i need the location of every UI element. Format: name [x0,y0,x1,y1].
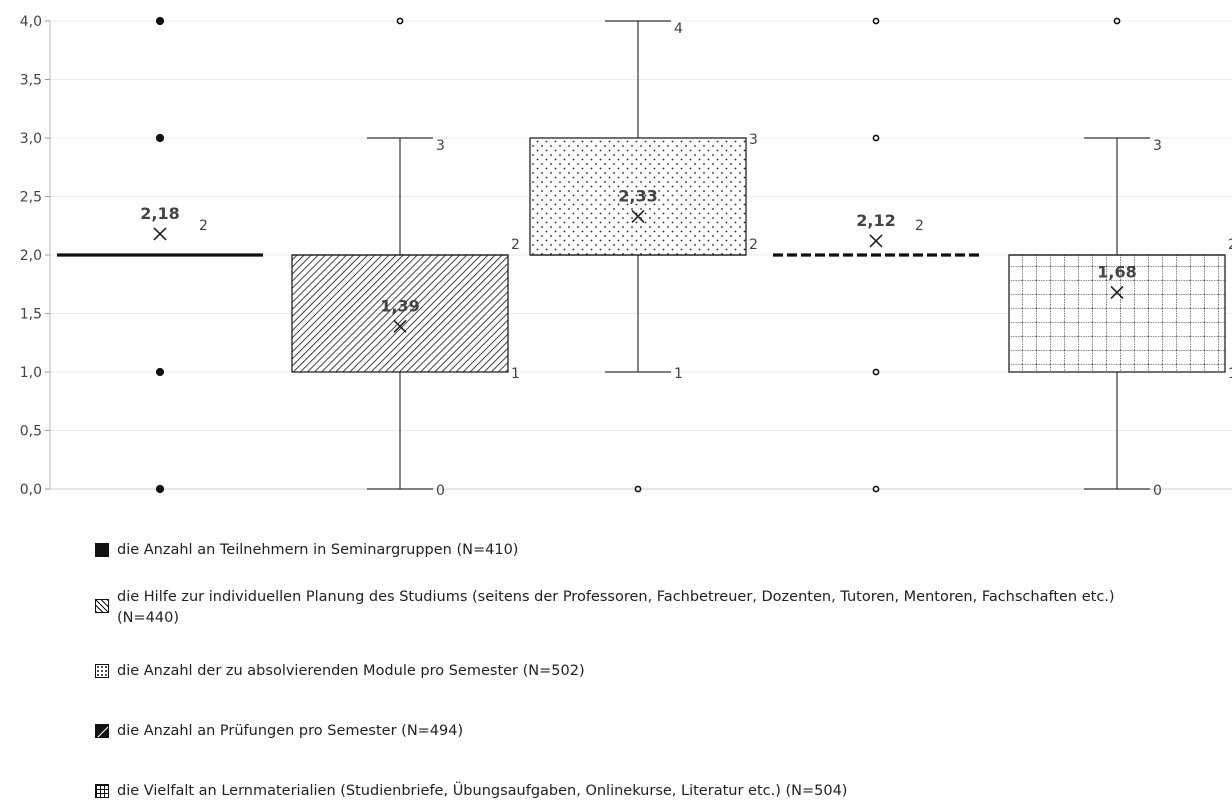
outlier-point [155,16,165,26]
box-iqr [529,137,747,256]
y-tick-label: 4,0 [20,14,42,30]
box-value-label: 2 [915,218,924,234]
box-value-label: 3 [749,132,758,148]
legend-swatch-solid [95,543,109,557]
y-axis: 0,0 0,5 1,0 1,5 2,0 2,5 3,0 3,5 4,0 [20,14,51,498]
box-value-label: 2 [511,237,520,253]
legend-label: die Anzahl an Teilnehmern in Seminargrup… [117,542,519,558]
mean-marker [393,319,407,333]
box-value-label: 2 [1228,237,1232,253]
mean-marker [869,234,883,248]
mean-label: 1,39 [380,296,419,315]
legend-swatch-grid [95,784,109,798]
outlier-point [872,17,880,25]
outlier-point [872,485,880,493]
outlier-point [872,368,880,376]
box-iqr [291,254,509,373]
mean-marker [1110,285,1124,300]
box-series-1: 22,18 [57,16,263,494]
box-series-2: 3 2 1 0 1,39 [291,17,520,499]
box-value-label: 1 [674,366,683,382]
legend-swatch-hatch [95,599,109,613]
box-value-label: 2 [199,218,208,234]
y-tick-label: 2,5 [20,190,42,206]
mean-label: 2,33 [618,186,657,205]
y-tick-label: 3,5 [20,73,42,89]
box-value-label: 0 [1153,483,1162,499]
mean-marker [631,209,645,223]
outlier-point [634,485,642,493]
legend-item-3: die Anzahl der zu absolvierenden Module … [95,661,585,682]
y-tick-label: 0,5 [20,424,42,440]
box-iqr [1008,254,1226,373]
box-value-label: 1 [511,366,520,382]
mean-label: 2,18 [140,204,179,223]
outlier-point [1113,17,1121,25]
box-series-3: 4 3 2 1 2,33 [529,20,758,493]
legend-item-4: die Anzahl an Prüfungen pro Semester (N=… [95,721,463,742]
legend-swatch-dashed [95,724,109,738]
outlier-point [396,17,404,25]
box-value-label: 0 [436,483,445,499]
legend-item-2: die Hilfe zur individuellen Planung des … [95,587,1177,629]
box-value-label: 1 [1228,366,1232,382]
legend-label: die Anzahl der zu absolvierenden Module … [117,663,585,679]
y-tick-label: 1,5 [20,307,42,323]
legend-swatch-dots [95,664,109,678]
box-value-label: 4 [674,21,683,37]
y-tick-label: 3,0 [20,131,42,147]
mean-label: 2,12 [856,211,895,230]
outlier-point [155,484,165,494]
legend-label: die Vielfalt an Lernmaterialien (Studien… [117,783,848,799]
legend-item-1: die Anzahl an Teilnehmern in Seminargrup… [95,540,518,561]
legend-label: die Anzahl an Prüfungen pro Semester (N=… [117,723,464,739]
box-series-5: 3 2 1 0 1,68 [1008,17,1232,499]
mean-marker [153,227,167,241]
y-tick-label: 2,0 [20,248,42,264]
y-tick-label: 0,0 [20,482,42,498]
outlier-point [872,134,880,142]
box-value-label: 3 [436,138,445,154]
box-value-label: 2 [749,237,758,253]
legend-label: die Hilfe zur individuellen Planung des … [117,589,1115,626]
outlier-point [155,367,165,377]
legend-item-5: die Vielfalt an Lernmaterialien (Studien… [95,781,847,802]
boxplot-chart: 0,00,51,01,52,02,53,03,54,0 22,1832101,3… [20,14,1232,499]
outlier-point [155,133,165,143]
box-series-4: 22,12 [773,17,979,493]
y-tick-label: 1,0 [20,365,42,381]
mean-label: 1,68 [1097,262,1136,281]
box-value-label: 3 [1153,138,1162,154]
